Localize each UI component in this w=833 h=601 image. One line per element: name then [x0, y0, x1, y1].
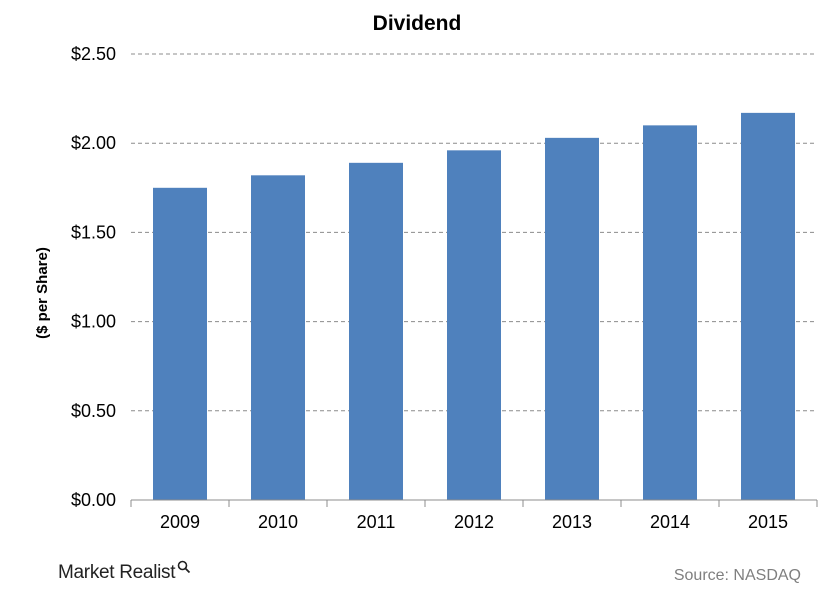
bar-2012	[447, 150, 501, 500]
y-tick-label: $0.00	[71, 490, 116, 510]
x-tick-label: 2013	[552, 512, 592, 532]
market-realist-logo: Market Realist	[58, 560, 191, 584]
bar-2015	[741, 112, 795, 500]
y-tick-label: $1.50	[71, 222, 116, 242]
brand-name: Market Realist	[58, 562, 176, 583]
x-tick-label: 2009	[160, 512, 200, 532]
x-tick-label: 2014	[650, 512, 690, 532]
x-tick-label: 2015	[748, 512, 788, 532]
y-tick-label: $2.50	[71, 44, 116, 64]
bar-2011	[349, 162, 403, 500]
y-axis-label: ($ per Share)	[34, 247, 51, 339]
magnifier-icon	[177, 558, 191, 580]
chart-title: Dividend	[373, 12, 462, 35]
y-tick-label: $2.00	[71, 133, 116, 153]
x-tick-label: 2011	[357, 512, 396, 532]
bars	[153, 112, 795, 501]
bar-2014	[643, 125, 697, 501]
y-tick-label: $1.00	[71, 312, 116, 332]
x-tick-label: 2012	[454, 512, 494, 532]
source-note: Source: NASDAQ	[673, 567, 801, 584]
x-tick-label: 2010	[258, 512, 298, 532]
y-tick-label: $0.50	[71, 401, 116, 421]
bar-2013	[545, 137, 599, 500]
bar-2009	[153, 187, 207, 501]
axes: $0.00 $0.50 $1.00 $1.50 $2.00 $2.50 2009 2010 20…	[71, 44, 818, 532]
bar-2010	[251, 175, 305, 500]
